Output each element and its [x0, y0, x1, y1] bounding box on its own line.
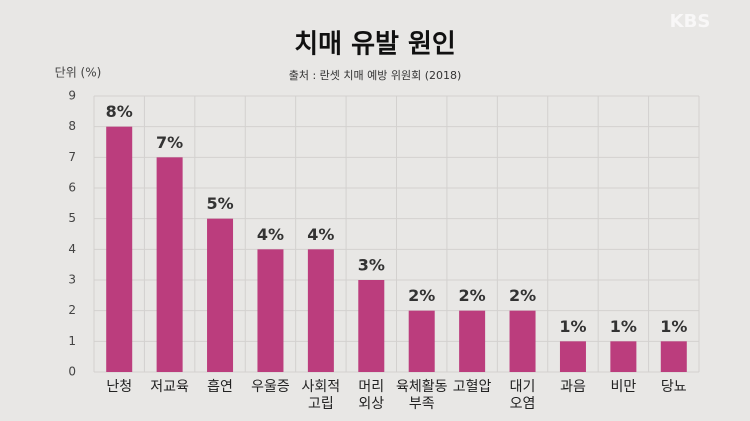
y-tick-label: 6: [68, 181, 76, 195]
bar: [459, 310, 486, 372]
bar: [559, 341, 586, 372]
bar: [156, 157, 183, 372]
bar: [207, 218, 234, 372]
x-tick-label: 당뇨: [661, 379, 687, 395]
value-label: 2%: [459, 286, 486, 305]
value-label: 7%: [156, 133, 183, 152]
value-label: 1%: [660, 317, 687, 336]
x-tick-label: 우울증: [251, 379, 290, 395]
x-tick-label: 머리 외상: [358, 379, 384, 412]
x-tick-label: 대기 오염: [510, 379, 536, 412]
value-label: 3%: [358, 256, 385, 275]
bar: [307, 249, 334, 372]
x-tick-label: 사회적 고립: [302, 379, 341, 412]
value-label: 2%: [408, 286, 435, 305]
chart-subtitle: 출처 : 란셋 치매 예방 위원회 (2018): [289, 69, 462, 82]
y-tick-label: 0: [68, 365, 76, 379]
y-tick-label: 7: [68, 150, 76, 164]
y-tick-label: 9: [68, 89, 76, 103]
value-label: 2%: [509, 286, 536, 305]
y-tick-label: 8: [68, 119, 76, 133]
bar: [610, 341, 637, 372]
value-label: 1%: [559, 317, 586, 336]
bar: [106, 126, 133, 373]
chart-title: 치매 유발 원인: [294, 30, 456, 60]
bar: [257, 249, 284, 372]
x-tick-label: 흡연: [207, 379, 233, 395]
value-label: 1%: [610, 317, 637, 336]
x-tick-label: 저교육: [150, 379, 189, 395]
value-label: 5%: [206, 194, 233, 213]
y-tick-label: 3: [68, 273, 76, 287]
bar: [660, 341, 687, 372]
bar: [509, 310, 536, 372]
value-label: 4%: [307, 225, 334, 244]
y-tick-label: 2: [68, 303, 76, 317]
value-label: 4%: [257, 225, 284, 244]
x-tick-label: 비만: [610, 379, 636, 395]
y-tick-label: 5: [68, 211, 76, 225]
y-axis-label: 단위 (%): [55, 66, 102, 80]
value-label: 8%: [106, 102, 133, 121]
x-tick-label: 고혈압: [453, 379, 492, 395]
y-tick-label: 1: [68, 334, 76, 348]
watermark: KBS: [670, 11, 711, 32]
bar: [358, 280, 385, 372]
bar: [408, 310, 435, 372]
x-tick-label: 과음: [560, 379, 586, 395]
y-tick-label: 4: [68, 242, 76, 256]
x-tick-label: 육체활동 부족: [396, 379, 448, 412]
x-tick-label: 난청: [106, 379, 132, 395]
